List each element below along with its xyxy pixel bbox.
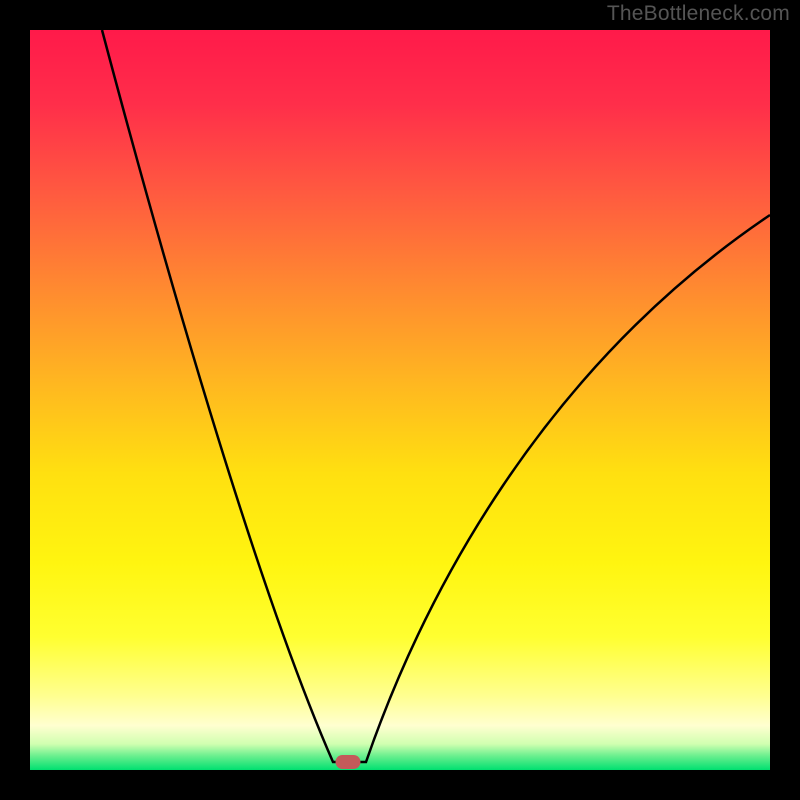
optimal-point-marker xyxy=(336,755,361,769)
chart-container: TheBottleneck.com xyxy=(0,0,800,800)
plot-gradient-background xyxy=(30,30,770,770)
bottleneck-chart-svg xyxy=(0,0,800,800)
watermark-text: TheBottleneck.com xyxy=(607,2,790,26)
